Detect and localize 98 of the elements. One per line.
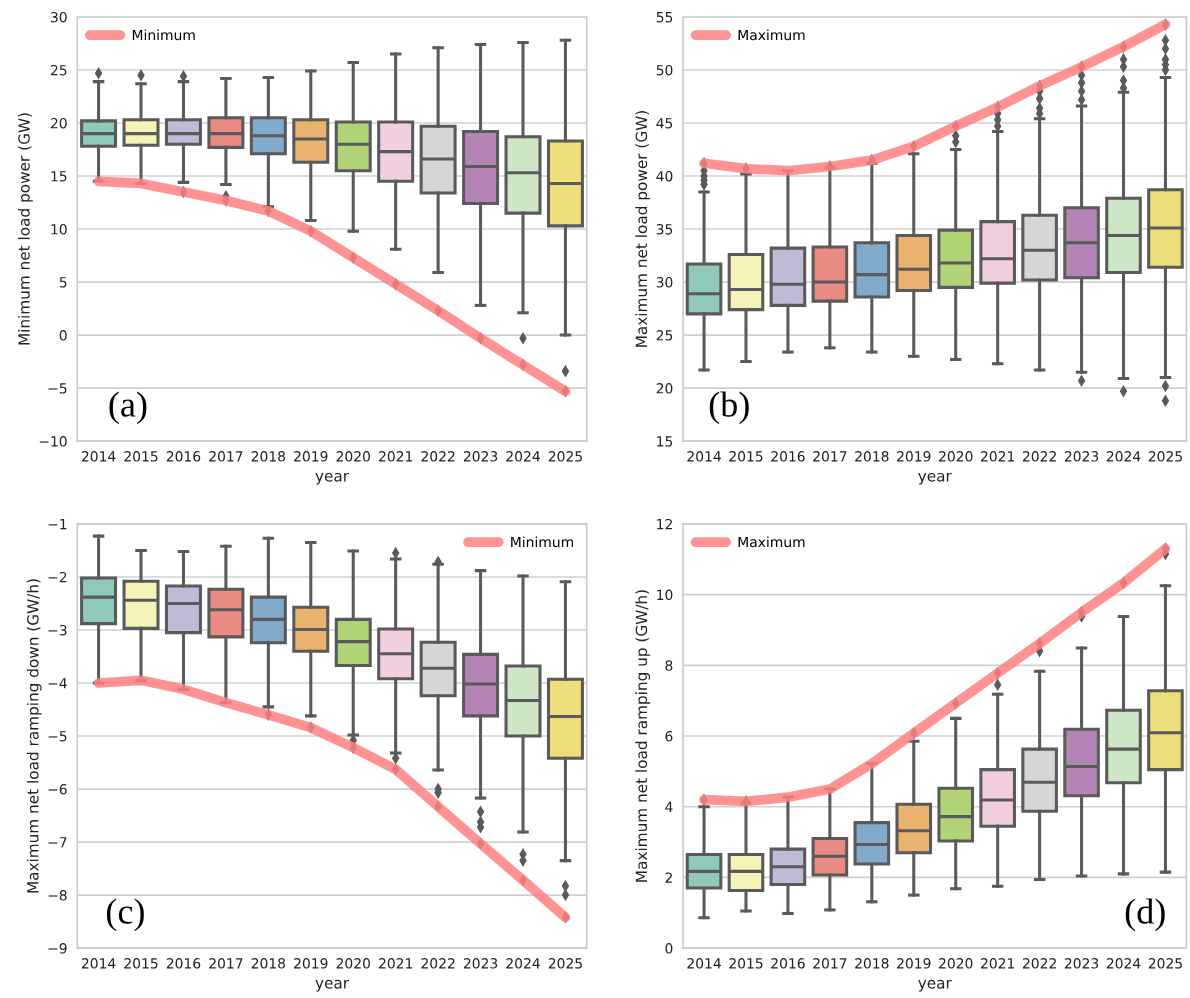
y-tick-label: 4 [665,801,673,812]
x-axis-title: year [918,472,952,485]
x-tick-label: 2019 [897,451,931,462]
x-tick-label: 2025 [548,958,582,969]
y-tick-label: 55 [656,12,673,23]
y-tick-label: 2 [665,872,672,883]
x-tick-label: 2020 [939,958,973,969]
x-tick-label: 2014 [687,958,721,969]
x-tick-label: 2020 [336,958,370,969]
x-tick-label: 2017 [813,958,847,969]
y-tick-label: 10 [51,224,67,235]
x-tick-label: 2016 [771,451,805,462]
x-tick-label: 2022 [421,451,455,462]
y-tick-label: −6 [48,784,67,795]
y-tick-label: −5 [48,731,67,742]
annotation: (d) [1125,898,1165,932]
x-tick-label: 2023 [1064,958,1099,969]
legend-label: Maximum [738,536,805,548]
x-tick-label: 2015 [729,451,763,462]
x-tick-label: 2021 [379,451,413,462]
x-tick-label: 2017 [209,451,243,462]
y-tick-label: 6 [665,730,673,742]
x-tick-label: 2014 [81,451,116,462]
x-tick-label: 2022 [421,958,455,969]
x-tick-label: 2023 [463,451,498,462]
x-tick-label: 2024 [506,451,540,462]
y-tick-label: −4 [48,678,67,689]
x-tick-label: 2022 [1022,451,1056,462]
annotation: (a) [109,391,147,425]
x-tick-label: 2023 [1064,451,1099,462]
x-tick-label: 2014 [687,451,721,462]
y-tick-label: −7 [48,837,67,848]
x-tick-label: 2025 [548,451,582,462]
y-tick-label: 5 [59,277,67,288]
y-tick-label: 10 [657,589,673,601]
x-tick-label: 2025 [1148,958,1182,969]
y-tick-label: 30 [51,11,67,23]
x-tick-label: 2019 [294,451,328,462]
x-tick-label: 2022 [1022,958,1056,969]
y-tick-label: −8 [48,890,67,901]
legend-label: Maximum [738,29,805,41]
x-tick-label: 2017 [209,958,243,969]
annotation: (b) [709,391,749,425]
y-axis-title: Maximum net load ramping down (GW/h) [26,579,42,893]
y-tick-label: −2 [48,571,67,583]
x-tick-label: 2018 [855,958,889,969]
x-tick-label: 2016 [166,451,201,462]
y-tick-label: −9 [48,943,67,954]
y-axis-title: Maximum net load ramping up (GW/h) [635,590,651,882]
y-tick-label: 8 [665,660,673,671]
x-tick-label: 2016 [771,958,805,969]
x-axis-title: year [315,979,350,992]
y-tick-label: 30 [656,277,673,288]
x-tick-label: 2021 [981,451,1015,462]
y-axis-title: Minimum net load power (GW) [17,113,33,345]
y-tick-label: −10 [39,436,67,447]
x-axis-title: year [918,979,952,992]
x-tick-label: 2014 [81,958,116,969]
y-tick-label: 0 [665,943,673,954]
x-tick-label: 2021 [981,958,1015,969]
y-tick-label: 15 [51,171,67,182]
x-tick-label: 2019 [897,958,931,969]
y-axis-title: Maximum net load power (GW) [635,111,651,347]
x-tick-label: 2015 [729,958,763,969]
x-tick-label: 2023 [463,958,498,969]
x-tick-label: 2019 [294,958,328,969]
x-tick-label: 2024 [1106,958,1141,969]
x-tick-label: 2021 [379,958,413,969]
y-tick-label: 25 [50,64,67,76]
y-tick-label: −5 [48,383,67,394]
y-tick-label: 40 [656,170,673,182]
y-tick-label: 15 [657,436,673,447]
y-tick-label: −1 [48,519,67,530]
y-tick-label: 0 [59,330,67,341]
y-tick-label: 20 [50,117,67,129]
x-tick-label: 2024 [1106,451,1141,462]
x-tick-label: 2018 [855,451,889,462]
x-tick-label: 2025 [1148,451,1182,462]
x-tick-label: 2020 [939,451,973,462]
x-tick-label: 2015 [124,451,158,462]
x-tick-label: 2024 [506,958,540,969]
x-tick-label: 2016 [166,958,201,969]
y-tick-label: 35 [656,224,673,235]
y-tick-label: 45 [656,118,673,129]
x-tick-label: 2018 [251,958,286,969]
annotation: (c) [106,898,144,932]
x-axis-title: year [315,472,350,485]
y-tick-label: 50 [656,64,673,76]
y-tick-label: 25 [656,330,673,341]
x-tick-label: 2018 [251,451,286,462]
legend-label: Minimum [132,29,195,41]
y-tick-label: 12 [657,518,672,530]
y-tick-label: −3 [48,624,67,636]
x-tick-label: 2015 [124,958,158,969]
legend-label: Minimum [511,536,573,548]
y-tick-label: 20 [656,383,673,394]
x-tick-label: 2017 [813,451,847,462]
x-tick-label: 2020 [336,451,370,462]
